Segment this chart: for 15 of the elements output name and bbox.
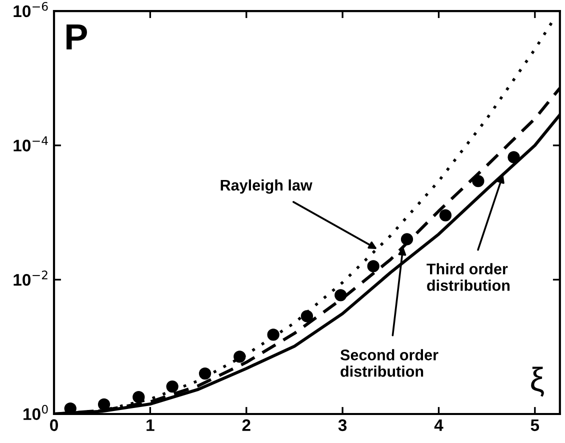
y-tick-label: 10$^{−6}$: [14, 2, 48, 18]
x-tick-label: 2: [242, 419, 250, 431]
annotation: Third order distribution: [426, 263, 510, 291]
y-tick-label: 10$^{−2}$: [14, 270, 48, 286]
x-tick-label: 5: [530, 419, 540, 432]
x-tick-label: 0: [50, 419, 58, 432]
x-tick-label: 1: [146, 419, 154, 431]
annotation: Second order distribution: [340, 349, 438, 377]
y-tick-label: 10$^{0}$: [24, 404, 48, 420]
x-tick-label: 3: [338, 419, 347, 432]
x-tick-label: 4: [434, 419, 444, 431]
annotation: Rayleigh law: [220, 179, 312, 194]
x-axis-title: ξ: [531, 366, 544, 397]
y-tick-label: 10$^{−4}$: [14, 136, 48, 152]
y-axis-title: P: [66, 24, 87, 50]
